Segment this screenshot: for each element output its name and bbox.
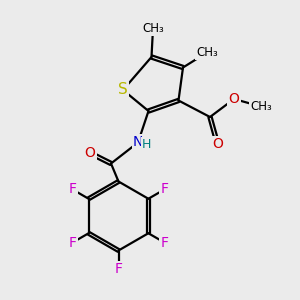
Text: CH₃: CH₃ (250, 100, 272, 113)
Text: F: F (115, 262, 122, 276)
Text: H: H (142, 138, 151, 152)
Text: CH₃: CH₃ (142, 22, 164, 35)
Text: F: F (160, 182, 169, 197)
Text: S: S (118, 82, 128, 98)
Text: CH₃: CH₃ (196, 46, 218, 59)
Text: N: N (133, 136, 143, 149)
Text: F: F (68, 236, 76, 250)
Text: O: O (212, 137, 223, 151)
Text: O: O (85, 146, 95, 160)
Text: F: F (160, 236, 169, 250)
Text: O: O (229, 92, 239, 106)
Text: F: F (68, 182, 76, 197)
